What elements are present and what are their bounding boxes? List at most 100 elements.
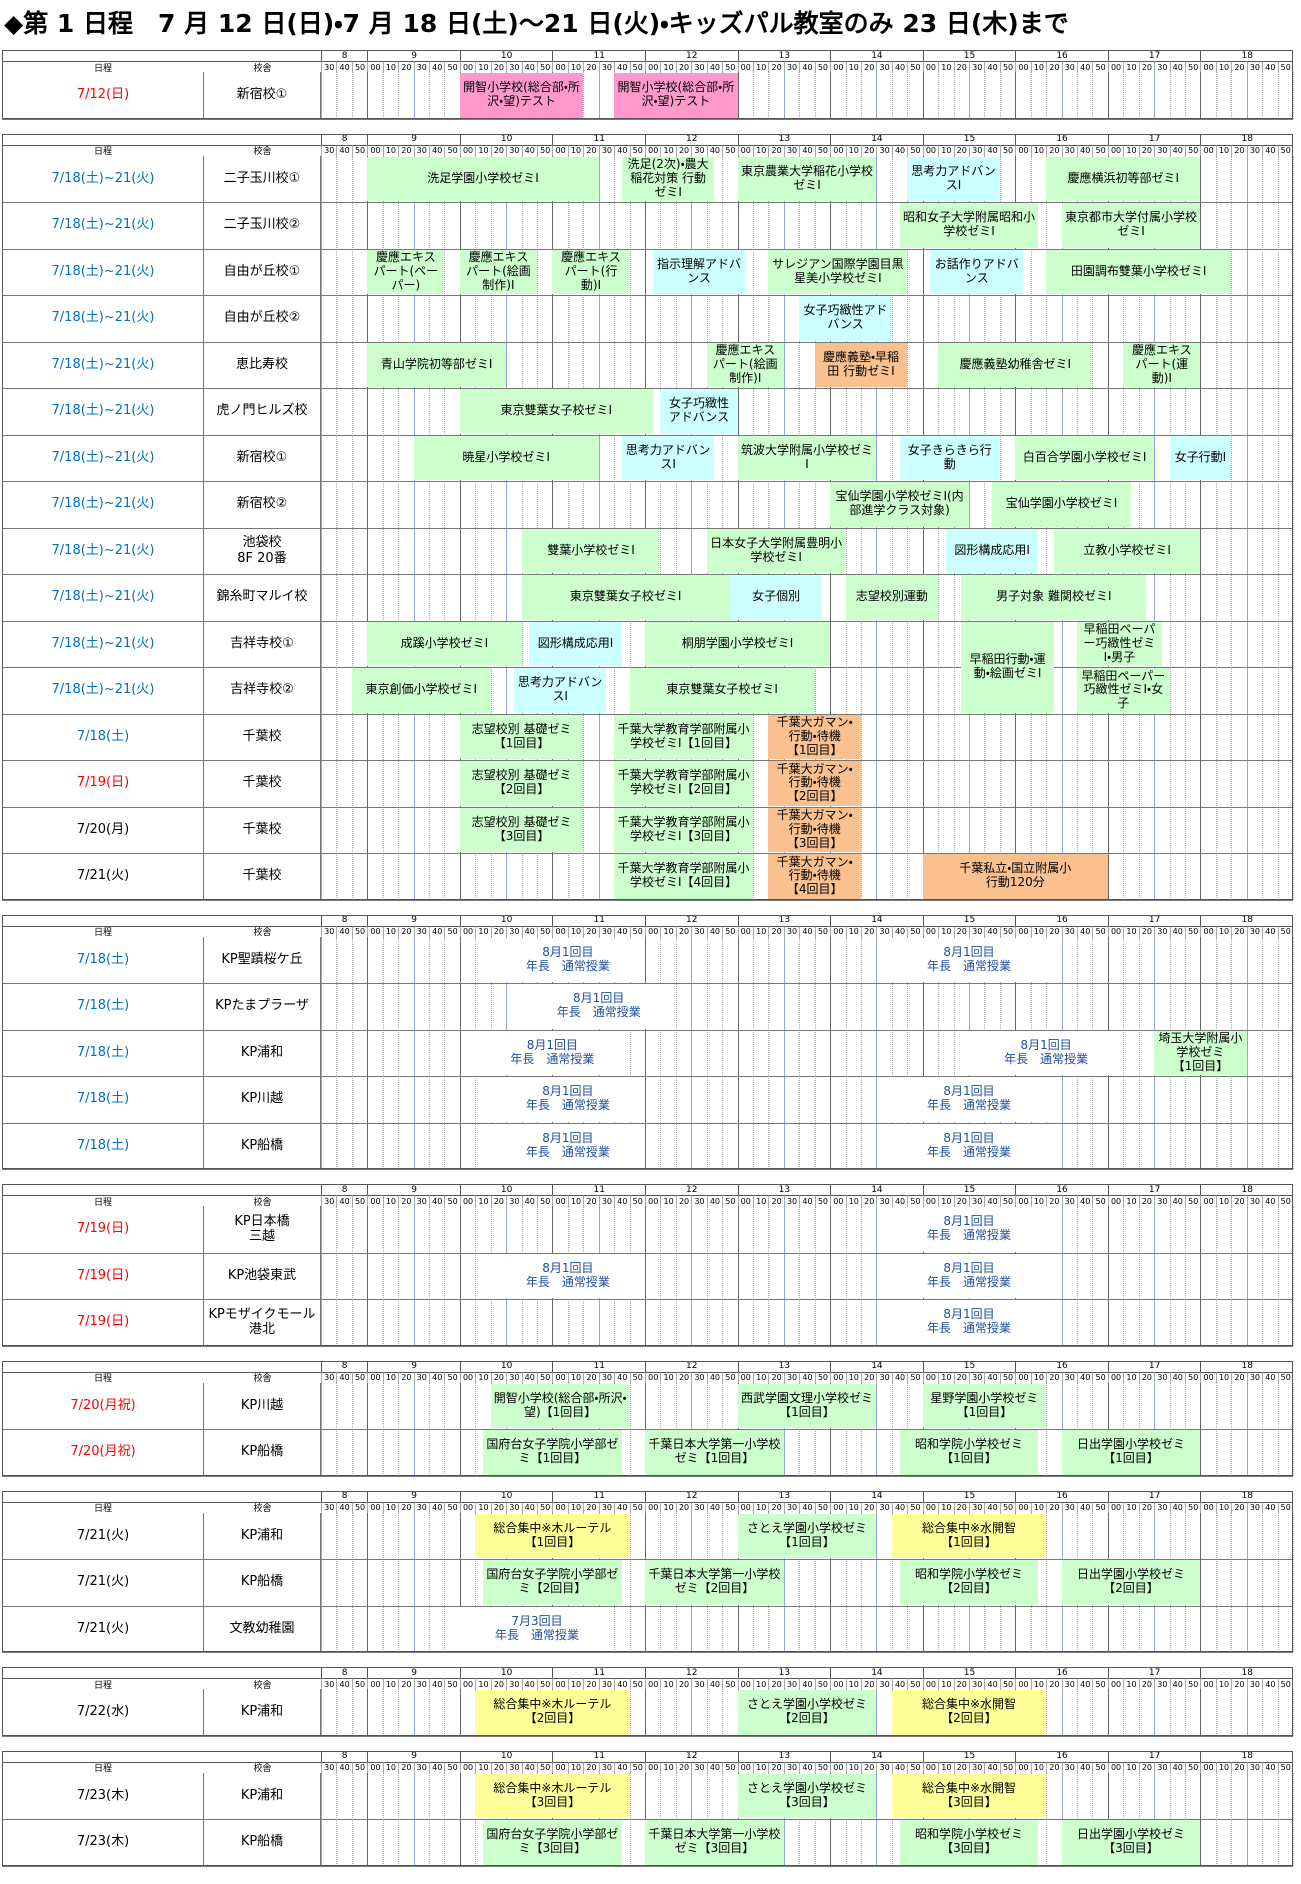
minute-line xyxy=(382,1206,384,1346)
hour-label: 9 xyxy=(367,1184,460,1195)
minute-label: 00 xyxy=(645,1501,661,1513)
campus-cell: 池袋校 8F 20番 xyxy=(204,527,321,574)
hour-label: 11 xyxy=(552,50,645,61)
minute-label: 10 xyxy=(382,925,399,937)
minute-label: 20 xyxy=(398,61,414,72)
row-line xyxy=(2,983,1293,984)
minute-line xyxy=(382,1512,384,1652)
minute-label: 00 xyxy=(737,1195,753,1206)
minute-line xyxy=(845,72,847,119)
minute-label: 30 xyxy=(876,1195,892,1206)
hour-grid-line xyxy=(1200,1512,1202,1652)
event-block: 千葉大学教育学部附属小学校ゼミⅠ【3回目】 xyxy=(614,807,753,852)
minute-line xyxy=(429,1689,430,1736)
minute-label: 30 xyxy=(506,1501,522,1513)
minute-line xyxy=(1169,72,1171,119)
hour-label: 12 xyxy=(645,1667,738,1678)
event-block: 暁星小学校ゼミⅠ xyxy=(413,435,599,480)
minute-label: 00 xyxy=(459,1195,476,1206)
hour-label: 8 xyxy=(321,1360,367,1372)
minute-label: 50 xyxy=(1092,1195,1108,1206)
minute-label: 40 xyxy=(429,1501,445,1513)
minute-label: 10 xyxy=(567,1501,584,1513)
minute-label: 50 xyxy=(537,1761,553,1773)
event-block: 早稲田ペーパー巧緻性ゼミⅠ・男子 xyxy=(1077,621,1162,666)
minute-line xyxy=(1293,72,1294,119)
half-hour-line xyxy=(783,72,785,119)
minute-label: 40 xyxy=(799,925,815,937)
hour-label: 14 xyxy=(830,1750,923,1762)
event-block: 8月1回目 年長 通常授業 xyxy=(884,1077,1054,1122)
minute-line xyxy=(1293,936,1294,1169)
campus-cell: 恵比寿校 xyxy=(204,341,321,388)
event-block: 宝仙学園小学校ゼミⅠ xyxy=(992,482,1131,527)
row-line xyxy=(2,667,1293,668)
minute-label: 30 xyxy=(691,1761,707,1773)
minute-label: 40 xyxy=(429,61,445,72)
minute-label: 00 xyxy=(459,61,476,72)
minute-label: 20 xyxy=(1046,1501,1062,1513)
minute-label: 20 xyxy=(768,925,784,937)
minute-label: 00 xyxy=(552,925,568,937)
half-hour-line xyxy=(1246,1512,1248,1652)
minute-label: 30 xyxy=(691,1678,707,1689)
minute-line xyxy=(861,936,862,1169)
minute-line xyxy=(629,1689,631,1736)
minute-line xyxy=(753,1206,754,1346)
minute-label: 30 xyxy=(598,1761,615,1773)
minute-label: 50 xyxy=(444,1371,460,1383)
minute-label: 40 xyxy=(1262,1761,1278,1773)
event-block: 東京雙葉女子校ゼミⅠ xyxy=(459,389,653,434)
minute-label: 20 xyxy=(1046,1195,1062,1206)
minute-label: 40 xyxy=(1169,925,1185,937)
minute-label: 50 xyxy=(351,1371,368,1383)
minute-label: 50 xyxy=(351,144,368,156)
minute-label: 50 xyxy=(814,1501,831,1513)
header-date: 日程 xyxy=(2,1761,204,1774)
minute-label: 40 xyxy=(984,1761,1000,1773)
hour-label: 13 xyxy=(737,1184,831,1195)
hour-label: 11 xyxy=(552,1667,645,1678)
minute-label: 10 xyxy=(1123,1371,1139,1383)
minute-label: 50 xyxy=(629,61,645,72)
minute-label: 40 xyxy=(521,925,537,937)
campus-cell: KP浦和 xyxy=(204,1029,321,1076)
minute-label: 40 xyxy=(614,1501,630,1513)
minute-label: 40 xyxy=(1077,144,1093,156)
minute-label: 20 xyxy=(490,1761,507,1773)
minute-label: 10 xyxy=(753,144,769,156)
minute-label: 30 xyxy=(321,1371,337,1383)
minute-line xyxy=(1231,1689,1233,1736)
minute-label: 20 xyxy=(1138,1195,1155,1206)
campus-cell: 新宿校① xyxy=(204,434,321,481)
minute-label: 30 xyxy=(413,1678,429,1689)
minute-label: 10 xyxy=(753,1501,769,1513)
event-block: 昭和学院小学校ゼミ 【1回目】 xyxy=(899,1430,1039,1475)
campus-cell: 文教幼稚園 xyxy=(204,1605,321,1652)
event-block: 千葉大学教育学部附属小学校ゼミⅠ【4回目】 xyxy=(614,854,753,899)
minute-label: 00 xyxy=(367,1501,383,1513)
minute-label: 00 xyxy=(1015,144,1031,156)
minute-label: 30 xyxy=(969,925,985,937)
minute-label: 10 xyxy=(845,1195,861,1206)
event-block: 女子巧緻性アドバンス xyxy=(660,389,738,434)
minute-label: 30 xyxy=(969,1501,985,1513)
event-block: 8月1回目 年長 通常授業 xyxy=(884,1207,1054,1252)
minute-label: 20 xyxy=(768,144,784,156)
minute-line xyxy=(799,72,801,119)
minute-label: 50 xyxy=(814,1761,831,1773)
minute-label: 30 xyxy=(783,1501,800,1513)
minute-label: 40 xyxy=(706,61,723,72)
minute-label: 10 xyxy=(660,1761,676,1773)
minute-line xyxy=(1277,72,1279,119)
header-date: 日程 xyxy=(2,925,204,938)
minute-label: 40 xyxy=(799,1761,815,1773)
minute-label: 40 xyxy=(891,1195,908,1206)
hour-label: 9 xyxy=(367,1360,460,1372)
minute-label: 50 xyxy=(351,1678,368,1689)
row-line xyxy=(2,899,1293,901)
minute-line xyxy=(444,936,446,1169)
minute-label: 30 xyxy=(1061,1761,1077,1773)
event-block: 立教小学校ゼミⅠ xyxy=(1053,528,1201,573)
minute-label: 40 xyxy=(984,144,1000,156)
